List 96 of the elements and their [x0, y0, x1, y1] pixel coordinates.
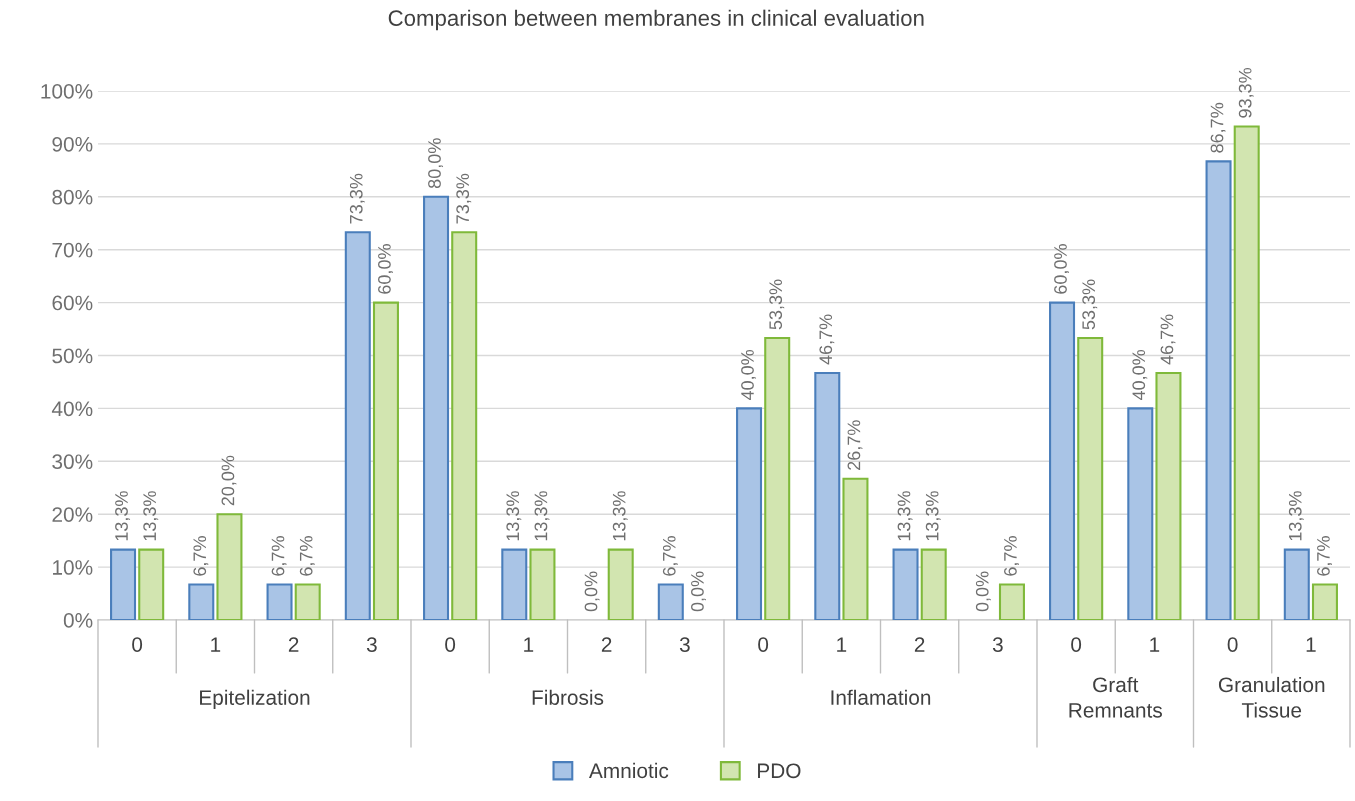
data-label: 60,0% — [378, 244, 393, 294]
x-tick-label: 1 — [1306, 637, 1316, 652]
data-label: 53,3% — [769, 279, 785, 330]
bar — [1127, 407, 1154, 620]
y-tick-label: 10% — [53, 560, 93, 575]
x-tick-label: 0 — [1071, 637, 1082, 652]
bar — [842, 477, 869, 620]
data-label: 80,0% — [428, 138, 444, 189]
x-tick-label: 1 — [1150, 637, 1160, 652]
x-tick-label: 1 — [837, 637, 847, 652]
legend-label: PDO — [758, 763, 801, 779]
bar — [110, 548, 137, 620]
bar — [892, 548, 919, 620]
text: Graft Remnants — [1069, 676, 1162, 718]
data-label: 6,7% — [1004, 536, 1019, 576]
data-label: 0,0% — [975, 571, 991, 612]
data-label: 26,7% — [847, 420, 863, 470]
bar — [423, 195, 450, 620]
text: Fibrosis — [532, 689, 604, 705]
x-tick-label: 3 — [679, 637, 690, 652]
bar — [266, 583, 293, 620]
data-label: 6,7% — [193, 536, 209, 576]
bar — [344, 231, 371, 620]
y-tick-label: 100% — [41, 84, 93, 99]
x-tick-label: 2 — [288, 637, 299, 652]
bar — [216, 513, 243, 620]
data-label: 73,3% — [456, 173, 472, 224]
data-label: 6,7% — [662, 536, 678, 576]
bar — [1155, 371, 1182, 620]
x-tick-label: 2 — [914, 637, 925, 652]
bar — [1311, 583, 1338, 620]
text: Inflamation — [831, 689, 931, 705]
data-label: 73,3% — [349, 173, 365, 224]
bar — [657, 583, 684, 620]
bar — [814, 371, 841, 620]
data-label: 6,7% — [299, 536, 315, 576]
x-tick-label: 0 — [132, 637, 143, 652]
bar — [188, 583, 215, 620]
y-tick-label: 30% — [52, 454, 93, 470]
data-label: 20,0% — [221, 455, 237, 506]
data-label: 0,0% — [584, 571, 600, 612]
legend-label: Amniotic — [588, 762, 669, 779]
bar — [1077, 337, 1104, 620]
bar — [607, 548, 634, 620]
x-tick-label: 3 — [992, 637, 1003, 652]
y-tick-label: 20% — [52, 507, 93, 522]
y-tick-label: 0% — [63, 613, 93, 628]
y-tick-label: 80% — [52, 189, 93, 205]
data-label: 13,3% — [506, 491, 522, 541]
x-tick-label: 0 — [758, 637, 769, 652]
data-label: 13,3% — [1288, 491, 1304, 541]
data-label: 13,3% — [925, 491, 941, 541]
data-label: 40,0% — [1132, 349, 1148, 401]
data-label: 93,3% — [1238, 67, 1254, 118]
bar — [736, 407, 763, 620]
bar — [920, 548, 947, 620]
x-tick-label: 2 — [601, 637, 612, 652]
data-label: 53,3% — [1082, 279, 1098, 330]
y-tick-label: 40% — [51, 401, 93, 417]
x-tick-label: 0 — [445, 637, 456, 652]
data-label: 40,0% — [741, 349, 757, 401]
bar — [1049, 301, 1076, 620]
data-label: 13,3% — [897, 491, 913, 541]
bar — [1233, 125, 1260, 620]
data-label: 86,7% — [1210, 102, 1226, 153]
y-tick-label: 70% — [52, 242, 93, 258]
data-label: 13,3% — [143, 491, 159, 541]
data-label: 60,0% — [1054, 244, 1070, 294]
data-label: 13,3% — [115, 491, 131, 541]
bar — [998, 583, 1025, 620]
chart-title: Comparison between membranes in clinical evaluation — [388, 9, 924, 31]
y-tick-label: 50% — [52, 348, 93, 364]
data-label: 46,7% — [819, 314, 835, 365]
y-tick-label: 60% — [52, 295, 93, 311]
bar — [294, 583, 321, 620]
bar — [529, 548, 556, 620]
bar — [372, 301, 399, 620]
bar — [138, 548, 165, 620]
data-label: 13,3% — [534, 491, 550, 541]
data-label: 6,7% — [1317, 536, 1332, 576]
x-tick-label: 3 — [366, 637, 377, 652]
bar — [1205, 160, 1232, 620]
bar — [501, 548, 528, 620]
y-tick-label: 90% — [52, 136, 93, 152]
x-tick-label: 1 — [211, 637, 221, 652]
data-label: 6,7% — [271, 536, 287, 576]
data-label: 13,3% — [612, 491, 628, 541]
text: Granulation Tissue — [1218, 676, 1325, 718]
bar — [1283, 548, 1310, 620]
text: Epitelization — [200, 689, 310, 710]
data-label: 0,0% — [691, 571, 706, 612]
bar — [764, 337, 791, 620]
x-tick-label: 1 — [524, 637, 534, 652]
data-label: 46,7% — [1160, 314, 1176, 365]
bar — [451, 231, 478, 620]
x-tick-label: 0 — [1227, 637, 1238, 652]
